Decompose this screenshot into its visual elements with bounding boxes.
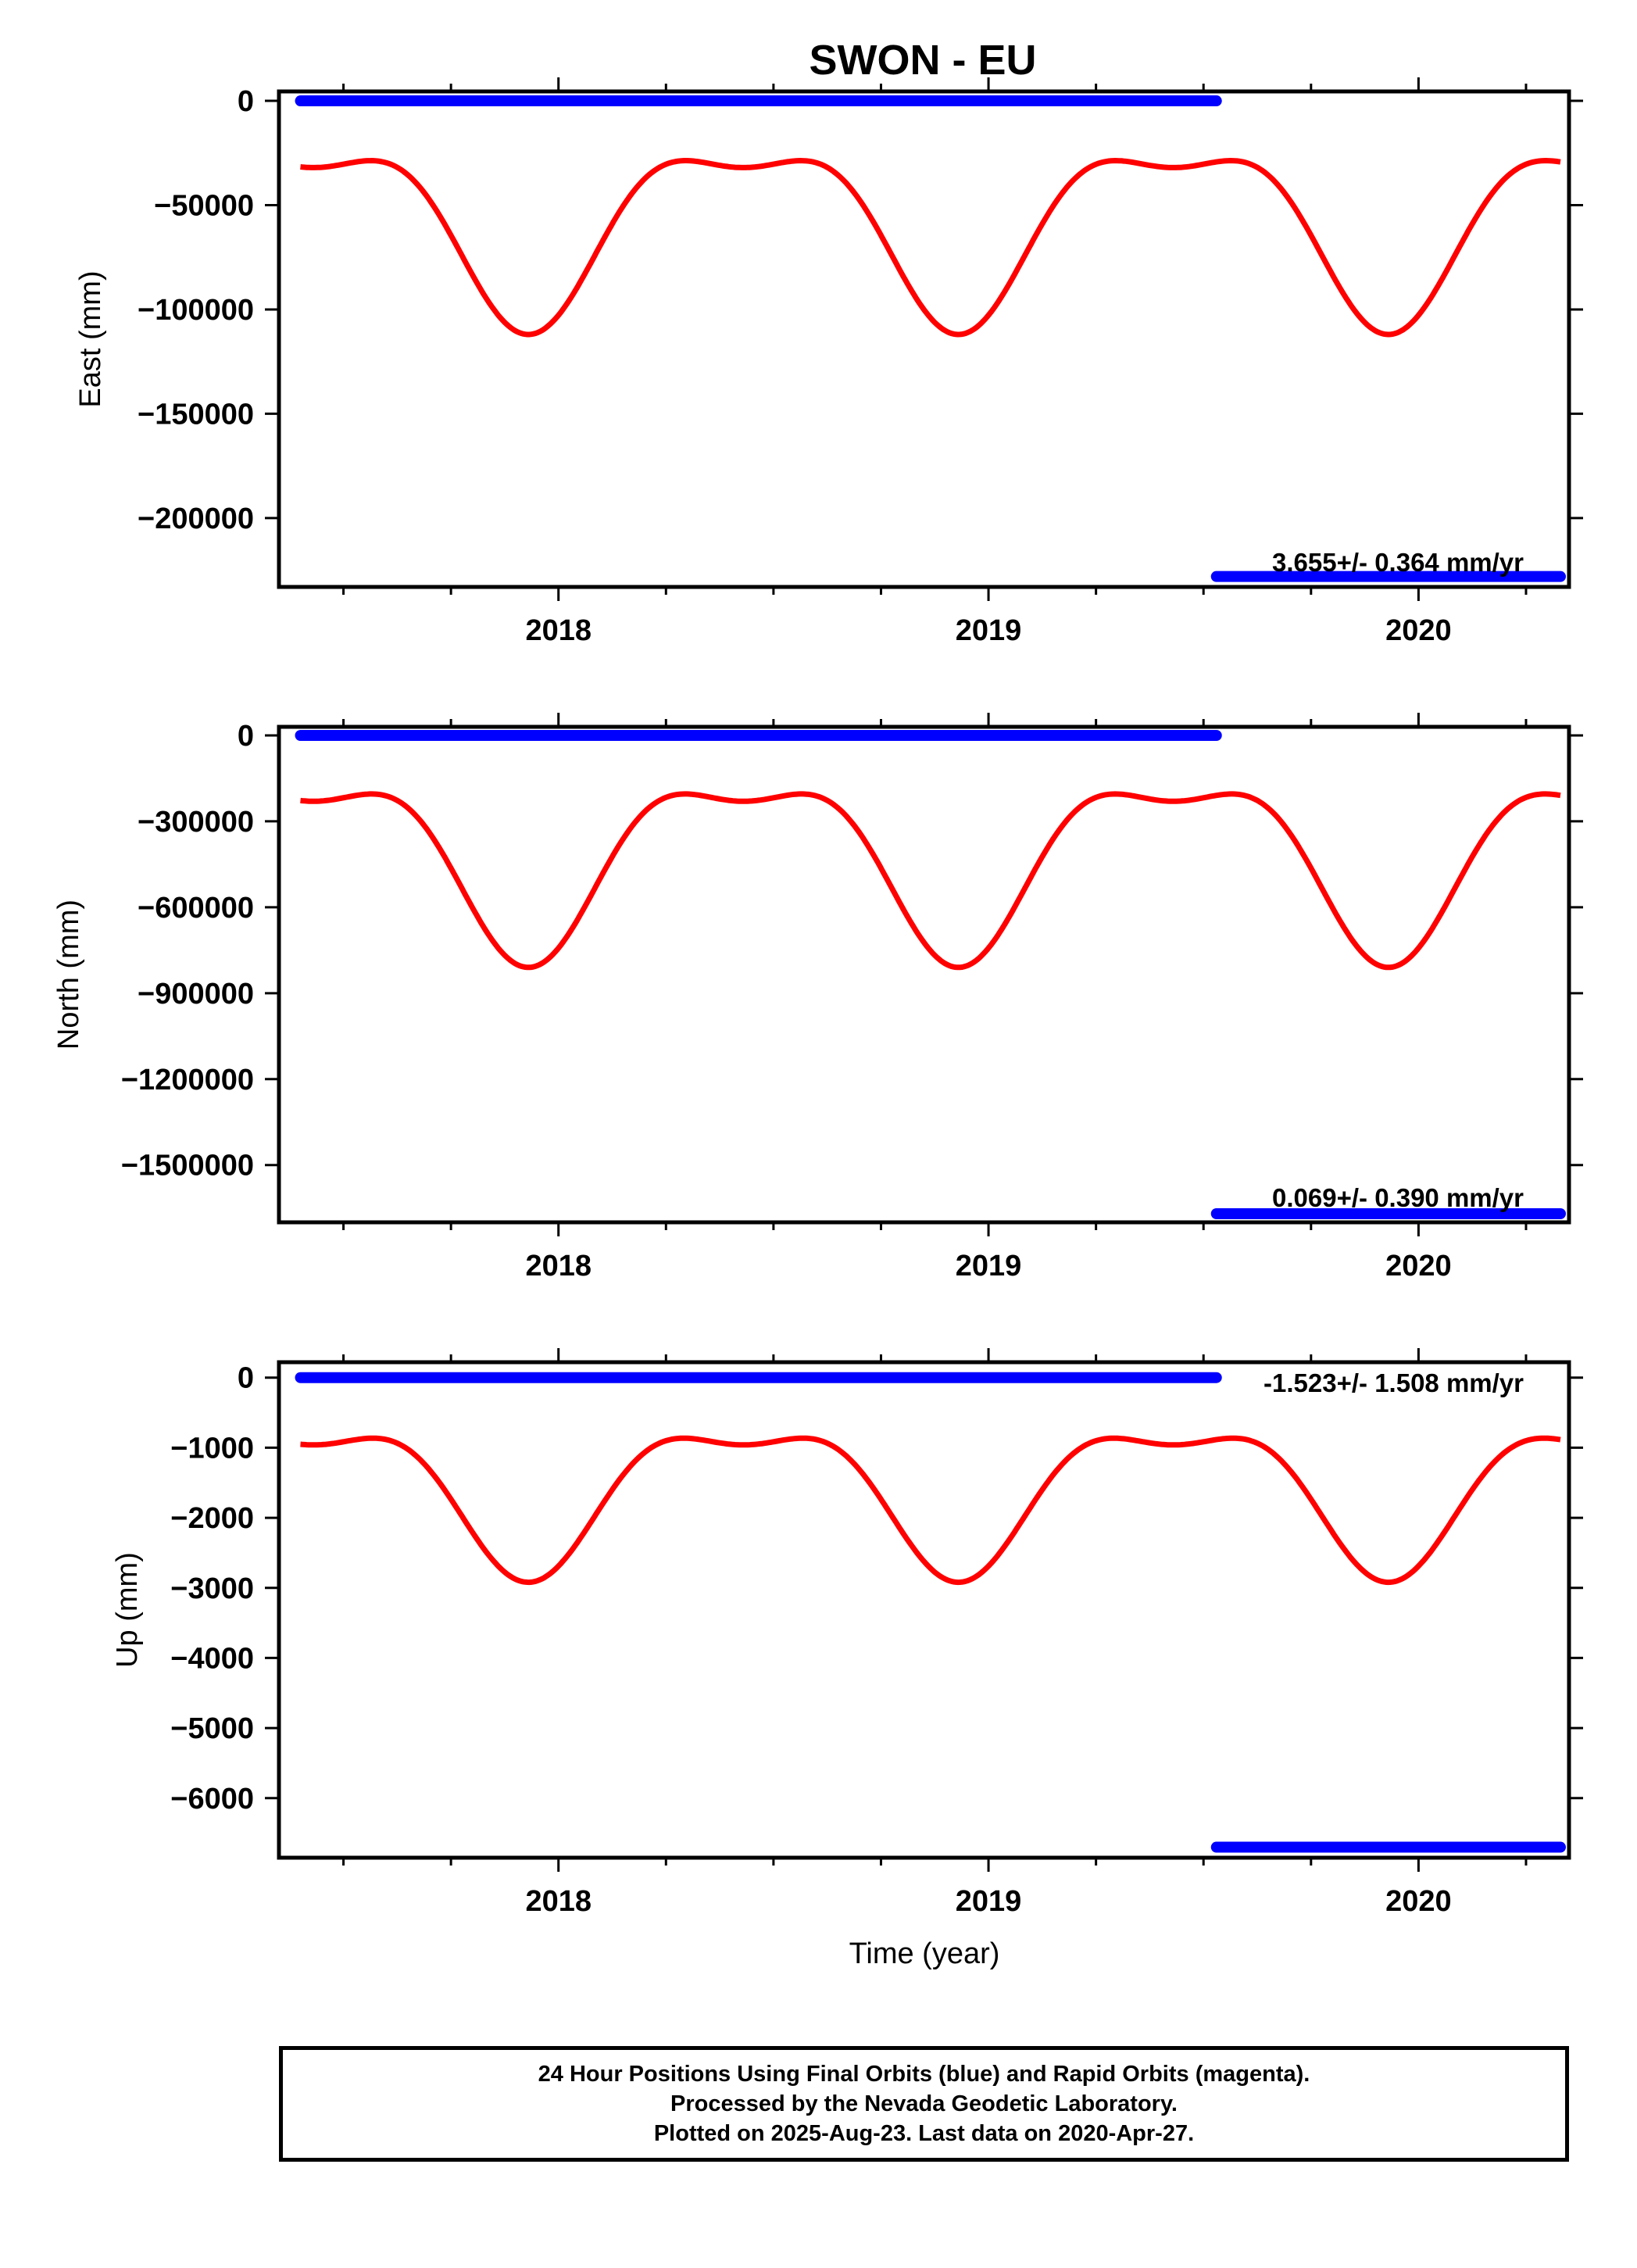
y-tick-label: −3000 — [170, 1572, 254, 1605]
footer-line-2: Processed by the Nevada Geodetic Laborat… — [670, 2091, 1178, 2116]
panel-east: 2018 2019 2020 0 −50000 −100000 −150000 −200000… — [74, 77, 1583, 647]
y-tick-label: −1500000 — [121, 1150, 254, 1182]
plot-area — [295, 729, 1566, 1220]
series-model-fit — [300, 791, 1561, 971]
footer-line-1: 24 Hour Positions Using Final Orbits (bl… — [538, 2062, 1310, 2087]
y-tick-label: −5000 — [170, 1712, 254, 1745]
x-tick-label-2020: 2020 — [1385, 1250, 1452, 1282]
y-axis-label-east: East (mm) — [74, 270, 107, 407]
x-tick-label-2019: 2019 — [956, 614, 1022, 647]
rate-annotation-up: -1.523+/- 1.508 mm/yr — [1263, 1368, 1524, 1397]
y-axis-label-up: Up (mm) — [111, 1552, 144, 1668]
y-tick-label: 0 — [238, 720, 254, 753]
x-tick-label-2018: 2018 — [525, 614, 592, 647]
rate-annotation-east: 3.655+/- 0.364 mm/yr — [1272, 548, 1524, 577]
rate-annotation-north: 0.069+/- 0.390 mm/yr — [1272, 1183, 1524, 1212]
y-tick-label: −1200000 — [121, 1064, 254, 1096]
y-tick-label: −900000 — [138, 978, 254, 1011]
plot-area — [295, 1372, 1566, 1853]
panel-up: 2018 2019 2020 0 −1000 −2000 −3000 −4000 −5000 −6… — [111, 1348, 1583, 1918]
y-tick-label: −50000 — [154, 189, 254, 222]
panel-north: 2018 2019 2020 0 −300000 −600000 −900000 −12000… — [52, 713, 1583, 1282]
x-tick-label-2018: 2018 — [525, 1885, 592, 1918]
y-tick-label: 0 — [238, 85, 254, 118]
footer-box: 24 Hour Positions Using Final Orbits (bl… — [279, 2046, 1569, 2162]
x-tick-label-2018: 2018 — [525, 1250, 592, 1282]
y-tick-label: −2000 — [170, 1502, 254, 1535]
y-tick-label: −6000 — [170, 1783, 254, 1815]
y-tick-label: −150000 — [138, 398, 254, 431]
x-tick-label-2020: 2020 — [1385, 614, 1452, 647]
y-tick-label: −200000 — [138, 503, 254, 535]
x-tick-label-2019: 2019 — [956, 1250, 1022, 1282]
x-tick-label-2019: 2019 — [956, 1885, 1022, 1918]
footer-line-3: Plotted on 2025-Aug-23. Last data on 202… — [653, 2121, 1195, 2146]
series-model-fit — [300, 157, 1561, 338]
plot-area — [295, 95, 1566, 582]
y-tick-label: −300000 — [138, 806, 254, 839]
y-tick-label: −600000 — [138, 892, 254, 925]
y-tick-label: −100000 — [138, 294, 254, 327]
plot-frame — [277, 89, 1571, 589]
y-tick-label: −1000 — [170, 1432, 254, 1465]
panels-group: 2018 2019 20200−50000−100000−150000−200000… — [52, 77, 1583, 1918]
x-axis-label: Time (year) — [849, 1937, 1000, 1970]
plot-frame — [277, 724, 1571, 1225]
x-tick-label-2020: 2020 — [1385, 1885, 1452, 1918]
y-tick-label: 0 — [238, 1362, 254, 1395]
y-tick-label: −4000 — [170, 1642, 254, 1675]
y-axis-label-north: North (mm) — [52, 900, 85, 1050]
series-model-fit — [300, 1435, 1561, 1586]
plot-frame — [277, 1360, 1571, 1860]
chart-title: SWON - EU — [810, 37, 1037, 84]
